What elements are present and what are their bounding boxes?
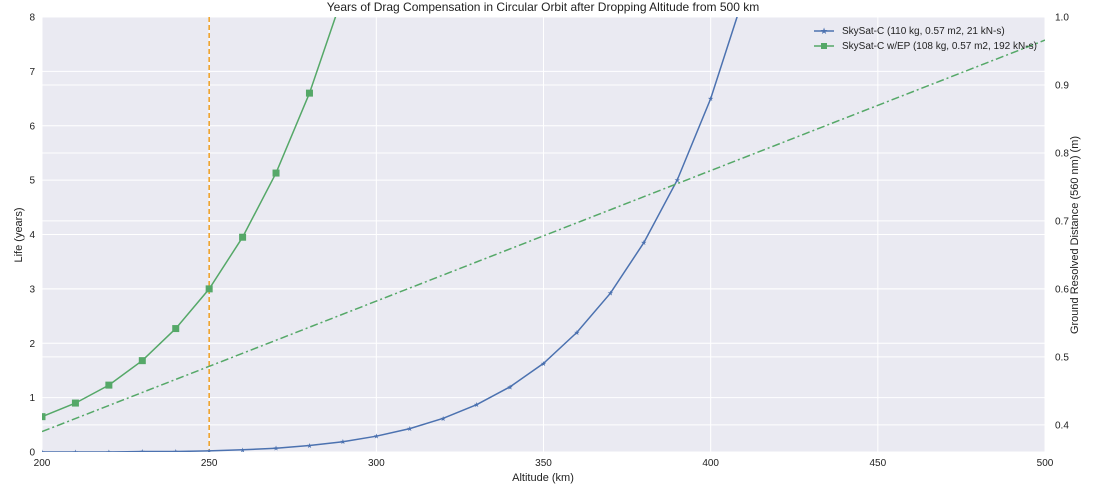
x-tick-label: 500 xyxy=(1037,458,1054,469)
y2-tick-label: 0.4 xyxy=(1055,420,1069,431)
legend: ★ SkySat-C (110 kg, 0.57 m2, 21 kN-s) Sk… xyxy=(814,26,1037,52)
series-line-2 xyxy=(42,39,1045,433)
data-point-star: ★ xyxy=(173,448,179,456)
data-point-star: ★ xyxy=(239,446,245,454)
data-point-star: ★ xyxy=(72,449,78,457)
x-axis-title: Altitude (km) xyxy=(512,472,574,484)
x-tick-label: 300 xyxy=(368,458,385,469)
y2-tick-label: 0.9 xyxy=(1055,80,1069,91)
y-tick-label: 4 xyxy=(29,230,35,241)
legend-marker-star-icon: ★ xyxy=(820,27,828,37)
series-layer: ★ ★ ★ ★ ★ ★ ★ ★ ★ ★ ★ ★ ★ ★ ★ ★ ★ ★ ★ ★ ★ ★ xyxy=(39,17,1045,457)
data-point-star: ★ xyxy=(106,449,112,457)
data-point-square xyxy=(305,89,313,97)
data-point-star: ★ xyxy=(708,95,714,103)
y2-tick-label: 1.0 xyxy=(1055,13,1069,24)
data-point-square xyxy=(42,413,46,421)
y-tick-label: 5 xyxy=(29,176,35,187)
y2-tick-label: 0.8 xyxy=(1055,148,1069,159)
data-point-star: ★ xyxy=(206,447,212,455)
data-point-square xyxy=(105,381,113,389)
data-point-star: ★ xyxy=(39,449,45,457)
data-point-star: ★ xyxy=(507,383,513,391)
x-tick-label: 400 xyxy=(702,458,719,469)
y2-tick-label: 0.7 xyxy=(1055,216,1069,227)
legend-label-skysat-c: SkySat-C (110 kg, 0.57 m2, 21 kN-s) xyxy=(842,26,1005,37)
x-tick-label: 250 xyxy=(201,458,218,469)
y-tick-label: 1 xyxy=(29,393,35,404)
legend-label-skysat-c-ep: SkySat-C w/EP (108 kg, 0.57 m2, 192 kN-s… xyxy=(842,41,1037,52)
y-tick-label: 6 xyxy=(29,121,35,132)
y-tick-label: 3 xyxy=(29,284,35,295)
data-point-star: ★ xyxy=(473,401,479,409)
data-point-square xyxy=(138,357,146,365)
data-point-square xyxy=(71,399,79,407)
y-tick-label: 8 xyxy=(29,13,35,24)
y2-axis-title: Ground Resolved Distance (560 nm) (m) xyxy=(1069,136,1081,334)
data-point-star: ★ xyxy=(273,445,279,453)
y2-tick-label: 0.6 xyxy=(1055,284,1069,295)
data-point-star: ★ xyxy=(340,438,346,446)
data-point-star: ★ xyxy=(540,360,546,368)
data-point-square xyxy=(205,285,213,293)
legend-marker-square-icon xyxy=(821,43,827,49)
series-line-1 xyxy=(42,17,337,418)
y-tick-label: 7 xyxy=(29,67,35,78)
x-tick-label: 200 xyxy=(34,458,51,469)
data-point-square xyxy=(172,325,180,333)
y-tick-label: 0 xyxy=(29,448,35,459)
chart-title: Years of Drag Compensation in Circular O… xyxy=(327,0,759,14)
data-point-star: ★ xyxy=(373,433,379,441)
x-tick-label: 450 xyxy=(869,458,886,469)
data-point-star: ★ xyxy=(139,448,145,456)
axis-tick-labels: 200 250 300 350 400 450 500 0 1 2 3 4 5 6 7 8 0.4 0.5 0.6 0… xyxy=(29,13,1069,470)
data-point-star: ★ xyxy=(574,329,580,337)
y-axis-title: Life (years) xyxy=(13,207,25,262)
data-point-star: ★ xyxy=(674,177,680,185)
series-line-0 xyxy=(42,17,738,452)
data-point-star: ★ xyxy=(306,442,312,450)
data-point-star: ★ xyxy=(607,290,613,298)
y-tick-label: 2 xyxy=(29,339,35,350)
data-point-star: ★ xyxy=(641,239,647,247)
data-point-square xyxy=(272,169,280,177)
data-point-square xyxy=(239,233,247,241)
data-point-star: ★ xyxy=(440,415,446,423)
x-tick-label: 350 xyxy=(535,458,552,469)
data-point-star: ★ xyxy=(407,425,413,433)
y2-tick-label: 0.5 xyxy=(1055,352,1069,363)
